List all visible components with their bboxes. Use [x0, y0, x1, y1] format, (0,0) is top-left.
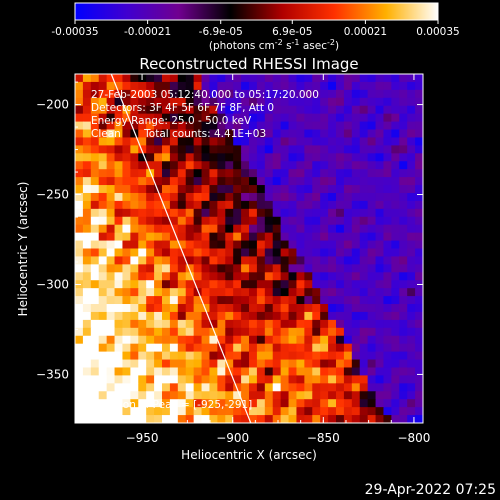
y-tick-label: −300: [36, 277, 69, 291]
colorbar-units: (photons cm-2 s-1 asec-2): [209, 38, 339, 52]
colorbar-tick-label: -6.9e-05: [199, 26, 243, 38]
colorbar-tick-label: 6.9e-05: [272, 26, 312, 38]
chart-title: Reconstructed RHESSI Image: [139, 55, 358, 73]
x-axis-label: Heliocentric X (arcsec): [181, 448, 317, 462]
peak-position-label: Position of Peak = [-925,-291]: [95, 399, 252, 411]
x-axis-ticks: −950 −900 −850 −800: [96, 74, 430, 445]
y-tick-label: −250: [36, 188, 69, 202]
annotation-block: 27-Feb-2003 05:12:40.000 to 05:17:20.000…: [91, 89, 319, 140]
x-tick-label: −850: [307, 431, 340, 445]
annotation-time: 27-Feb-2003 05:12:40.000 to 05:17:20.000: [91, 89, 319, 101]
plot-frame: [74, 73, 424, 424]
colorbar-tick-label: -0.00021: [124, 26, 171, 38]
x-tick-label: −950: [126, 431, 159, 445]
timestamp: 29-Apr-2022 07:25: [365, 482, 496, 498]
y-tick-label: −350: [36, 367, 69, 381]
heatmap-cells: [75, 74, 423, 423]
colorbar-tick-label: 0.00035: [416, 26, 459, 38]
y-axis-label: Heliocentric Y (arcsec): [16, 182, 30, 317]
colorbar-ticks: -0.00035 -0.00021 -6.9e-05 6.9e-05 0.00021 0.…: [51, 20, 460, 38]
colorbar-tick-label: -0.00035: [51, 26, 98, 38]
x-tick-label: −800: [397, 431, 430, 445]
colorbar: [74, 2, 439, 21]
annotation-detectors: Detectors: 3F 4F 5F 6F 7F 8F, Att 0: [91, 102, 274, 114]
x-tick-label: −900: [216, 431, 249, 445]
colorbar-tick-label: 0.00021: [344, 26, 387, 38]
y-axis-ticks: −200 −250 −300 −350: [36, 81, 423, 420]
annotation-clean: Clean Total counts: 4.41E+03: [91, 128, 266, 140]
y-tick-label: −200: [36, 98, 69, 112]
limb-line: [110, 74, 252, 423]
annotation-energy: Energy Range: 25.0 - 50.0 keV: [91, 115, 252, 127]
